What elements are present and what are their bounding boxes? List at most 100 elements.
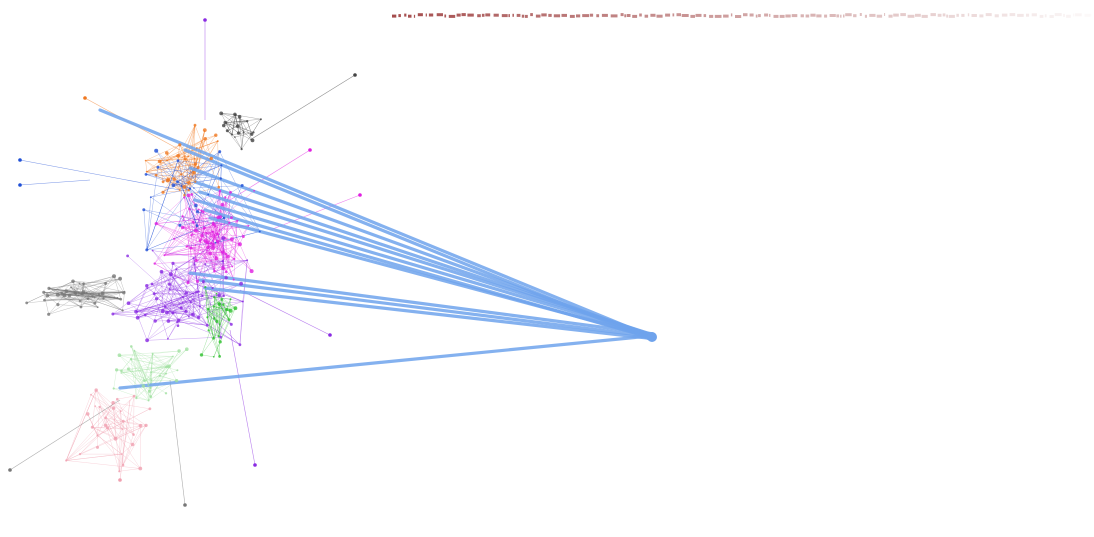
graph-edge	[128, 368, 144, 387]
graph-edge	[213, 297, 218, 322]
graph-node	[183, 157, 187, 161]
graph-edge	[133, 396, 135, 435]
graph-edge	[239, 116, 242, 150]
graph-edge	[220, 165, 222, 179]
graph-edge	[128, 368, 151, 397]
graph-node	[144, 159, 147, 162]
graph-node	[253, 463, 257, 467]
highlighted-edge	[98, 108, 654, 339]
graph-edge	[218, 303, 220, 357]
graph-edge	[203, 228, 233, 267]
graph-edge	[195, 224, 215, 246]
graph-edge	[121, 372, 145, 381]
graph-edge	[117, 395, 135, 400]
graph-node	[132, 433, 135, 436]
graph-node	[198, 239, 202, 243]
graph-edge	[169, 283, 194, 294]
graph-edge	[169, 283, 182, 309]
graph-edge	[94, 298, 104, 304]
graph-edge	[119, 429, 123, 472]
graph-edge	[196, 260, 233, 267]
graph-edge	[213, 324, 221, 339]
header-strip-glyph	[791, 14, 798, 18]
graph-node	[189, 187, 192, 190]
graph-edge	[168, 349, 187, 367]
graph-node	[96, 445, 99, 449]
hub-node[interactable]	[647, 332, 657, 342]
graph-edge	[44, 297, 118, 301]
graph-edge	[201, 235, 235, 260]
graph-edge	[219, 304, 230, 320]
graph-edge	[94, 405, 106, 426]
graph-edge	[238, 132, 253, 141]
graph-edge	[187, 256, 228, 283]
graph-edge	[119, 350, 180, 356]
graph-edge	[137, 274, 172, 318]
graph-edge	[121, 359, 132, 371]
graph-edge	[159, 161, 181, 191]
graph-edge	[173, 185, 191, 189]
graph-edge	[137, 295, 203, 318]
graph-edge	[47, 276, 115, 296]
header-strip-glyph	[876, 14, 883, 18]
graph-node	[180, 225, 185, 230]
graph-node	[145, 170, 148, 173]
graph-edge	[113, 369, 117, 389]
header-strip-glyph	[979, 14, 984, 18]
graph-edge	[206, 232, 218, 242]
graph-node	[83, 96, 87, 100]
header-strip-glyph	[1066, 14, 1071, 18]
header-strip-glyph	[723, 14, 729, 18]
graph-edge	[112, 402, 147, 426]
graph-node	[94, 388, 98, 392]
header-strip-glyph	[620, 13, 624, 17]
graph-edge	[146, 160, 179, 250]
header-strip-glyph	[994, 14, 999, 18]
graph-node	[217, 185, 221, 189]
graph-node	[216, 140, 219, 143]
graph-node	[214, 225, 217, 228]
graph-edge	[136, 366, 167, 399]
graph-edge	[213, 296, 230, 320]
graph-edge	[227, 130, 236, 138]
graph-node	[240, 148, 243, 151]
graph-edge	[70, 286, 118, 299]
graph-node	[132, 394, 136, 398]
graph-edge	[164, 247, 214, 256]
graph-edge	[204, 227, 215, 272]
graph-node	[43, 298, 46, 302]
graph-node	[116, 297, 119, 300]
graph-node	[134, 309, 139, 314]
graph-node	[176, 154, 181, 158]
graph-edge	[150, 353, 153, 388]
graph-edge	[170, 274, 208, 326]
graph-edge	[161, 271, 179, 321]
graph-node	[126, 301, 131, 306]
graph-edge	[105, 417, 123, 430]
graph-edge	[233, 220, 238, 260]
graph-node	[233, 306, 238, 311]
graph-node	[246, 259, 249, 262]
graph-node	[147, 399, 150, 402]
graph-edge	[47, 295, 95, 304]
graph-edge	[137, 298, 157, 318]
graph-edge	[147, 288, 241, 345]
graph-node	[234, 136, 236, 138]
graph-edge	[172, 311, 187, 314]
graph-edge	[83, 293, 93, 297]
graph-node	[220, 164, 223, 167]
graph-edge	[220, 113, 233, 135]
graph-node	[212, 336, 216, 340]
graph-edge	[207, 222, 230, 243]
graph-edge	[48, 288, 62, 294]
graph-edge	[155, 174, 181, 191]
header-strip-glyph	[800, 14, 804, 18]
graph-node	[141, 384, 146, 388]
graph-edge	[115, 425, 147, 439]
header-strip-glyph	[601, 13, 608, 17]
graph-edge	[72, 281, 79, 293]
graph-edge	[105, 420, 124, 426]
graph-node	[189, 246, 193, 250]
